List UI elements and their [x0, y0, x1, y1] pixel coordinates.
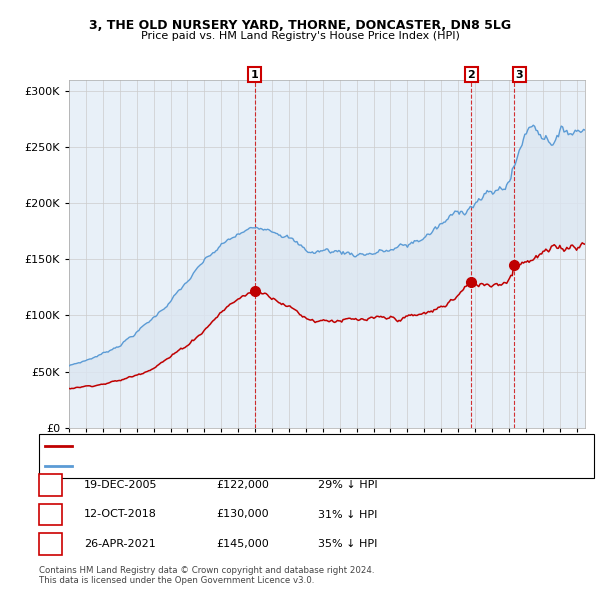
Text: 31% ↓ HPI: 31% ↓ HPI [318, 510, 377, 519]
Text: £130,000: £130,000 [216, 510, 269, 519]
Text: 3, THE OLD NURSERY YARD, THORNE, DONCASTER, DN8 5LG: 3, THE OLD NURSERY YARD, THORNE, DONCAST… [89, 19, 511, 32]
Text: 3: 3 [47, 539, 54, 549]
Text: 35% ↓ HPI: 35% ↓ HPI [318, 539, 377, 549]
Text: Contains HM Land Registry data © Crown copyright and database right 2024.
This d: Contains HM Land Registry data © Crown c… [39, 566, 374, 585]
Text: 1: 1 [47, 480, 54, 490]
Text: 12-OCT-2018: 12-OCT-2018 [84, 510, 157, 519]
Text: Price paid vs. HM Land Registry's House Price Index (HPI): Price paid vs. HM Land Registry's House … [140, 31, 460, 41]
Text: 3, THE OLD NURSERY YARD, THORNE, DONCASTER, DN8 5LG (detached house): 3, THE OLD NURSERY YARD, THORNE, DONCAST… [76, 441, 464, 451]
Text: 29% ↓ HPI: 29% ↓ HPI [318, 480, 377, 490]
Text: £122,000: £122,000 [216, 480, 269, 490]
Text: HPI: Average price, detached house, Doncaster: HPI: Average price, detached house, Donc… [76, 461, 307, 470]
Text: 1: 1 [251, 70, 259, 80]
Text: 26-APR-2021: 26-APR-2021 [84, 539, 156, 549]
Text: 2: 2 [47, 510, 54, 519]
Text: 3: 3 [515, 70, 523, 80]
Text: £145,000: £145,000 [216, 539, 269, 549]
Text: 2: 2 [467, 70, 475, 80]
Text: 19-DEC-2005: 19-DEC-2005 [84, 480, 157, 490]
